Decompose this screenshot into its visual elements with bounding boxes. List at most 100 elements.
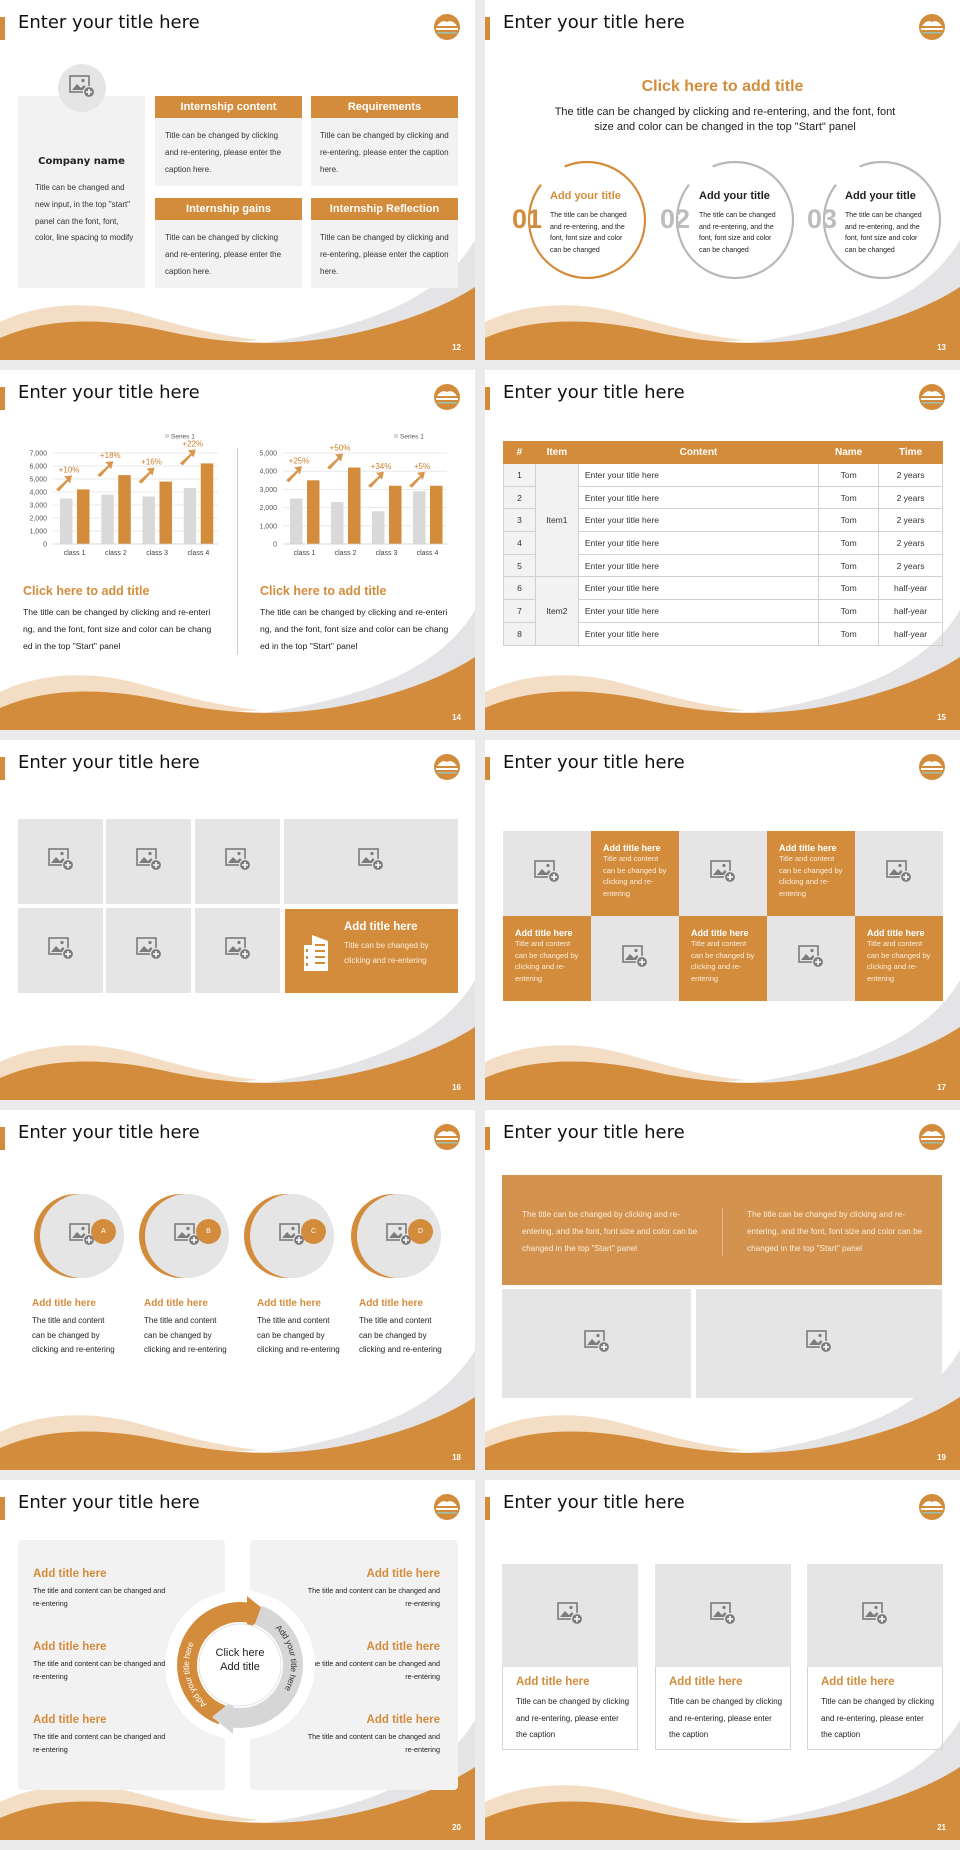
image-placeholder[interactable] [591, 916, 679, 1001]
table-row: 5 Enter your title here Tom 2 years [503, 553, 943, 578]
image-add-icon [279, 1222, 306, 1251]
row-number: 5 [503, 553, 536, 578]
slide-14[interactable]: 0 1,000 2,000 3,000 4,000 5,000 6,000 7,000 Seri… [0, 370, 475, 730]
step-body: The title can be changed and re-entering… [550, 212, 627, 254]
image-placeholder[interactable] [503, 831, 591, 916]
slide-title[interactable]: Enter your title here [18, 1122, 200, 1143]
image-placeholder[interactable] [502, 1564, 638, 1667]
item-body: The title and content can be changed by … [32, 1316, 115, 1354]
bar-series-2 [307, 480, 320, 544]
table-row: 7 Enter your title here Tom half-year [503, 599, 943, 623]
badge: A [91, 1219, 116, 1244]
image-placeholder[interactable] [18, 908, 103, 993]
slide-21[interactable]: Add title here Title can be changed by cl… [485, 1480, 960, 1840]
badge: B [196, 1219, 221, 1244]
slide-15[interactable]: # Item Content Name Time 1 Item1 Enter you… [485, 370, 960, 730]
content-cell[interactable]: Enter your title here [577, 485, 820, 510]
slide-12[interactable]: Company name Title can be changed and ne… [0, 0, 475, 360]
image-placeholder[interactable] [284, 819, 458, 904]
image-placeholder[interactable] [106, 908, 191, 993]
title-accent-bar [0, 387, 5, 410]
growth-label: +16% [141, 458, 162, 467]
card-body: Title can be changed by clicking and re-… [669, 1697, 783, 1739]
image-placeholder[interactable] [106, 819, 191, 904]
title-accent-bar [485, 1127, 490, 1150]
x-tick-label: class 3 [146, 550, 168, 557]
y-tick-label: 2,000 [29, 516, 47, 523]
content-cell[interactable]: Enter your title here [577, 531, 820, 555]
arrow-icon [368, 471, 384, 488]
ring-3 [822, 160, 942, 280]
wave-decoration [485, 1350, 960, 1470]
image-add-icon [806, 1329, 833, 1358]
slide-title[interactable]: Enter your title here [18, 12, 200, 33]
content-cell[interactable]: Enter your title here [577, 599, 820, 623]
image-placeholder[interactable] [855, 831, 943, 916]
company-image-placeholder[interactable] [58, 64, 106, 112]
image-add-icon [798, 944, 825, 973]
card-body: Title can be changed by clicking and re-… [516, 1697, 630, 1739]
page-number: 18 [452, 1453, 461, 1462]
slide-title[interactable]: Enter your title here [18, 1492, 200, 1513]
box-body: Title can be changed by clicking and re-… [155, 118, 302, 186]
slide-title[interactable]: Enter your title here [503, 12, 685, 33]
slide-title[interactable]: Enter your title here [503, 752, 685, 773]
slide-13[interactable]: Click here to add title The title can be… [485, 0, 960, 360]
slide-20[interactable]: Add title here The title and content can … [0, 1480, 475, 1840]
y-tick-label: 1,000 [259, 523, 277, 530]
image-placeholder[interactable] [195, 908, 280, 993]
content-cell[interactable]: Enter your title here [577, 576, 820, 601]
tile-title: Add title here [867, 928, 925, 938]
row-number: 7 [503, 599, 536, 623]
image-placeholder[interactable] [767, 916, 855, 1001]
caption-box [502, 1667, 638, 1750]
growth-label: +50% [330, 444, 351, 453]
image-placeholder[interactable] [195, 819, 280, 904]
section-heading: Click here to add title [641, 78, 804, 95]
slide-18[interactable]: A Add title here The title and content can… [0, 1110, 475, 1470]
page-number: 16 [452, 1083, 461, 1092]
tile-title: Add title here [603, 843, 661, 853]
name-cell: Tom [818, 463, 880, 487]
image-add-icon [69, 1222, 96, 1251]
bar-series-2 [77, 489, 90, 544]
image-add-icon [622, 944, 649, 973]
slide-title[interactable]: Enter your title here [503, 1492, 685, 1513]
bar-series-2 [118, 475, 131, 544]
image-add-icon [862, 1601, 889, 1630]
slide-title[interactable]: Enter your title here [18, 752, 200, 773]
item-title: Add title here [359, 1298, 423, 1309]
center-label[interactable]: Click here Add title [215, 1647, 265, 1673]
slide-17[interactable]: Add title here Title and content can be c… [485, 740, 960, 1100]
title-accent-bar [0, 757, 5, 780]
slide-title[interactable]: Enter your title here [503, 1122, 685, 1143]
content-cell[interactable]: Enter your title here [577, 621, 820, 646]
image-placeholder[interactable] [18, 819, 103, 904]
image-placeholder[interactable] [655, 1564, 791, 1667]
slide-title[interactable]: Enter your title here [503, 382, 685, 403]
image-placeholder[interactable] [696, 1289, 942, 1398]
slide-19[interactable]: The title can be changed by clicking and… [485, 1110, 960, 1470]
slide-title[interactable]: Enter your title here [18, 382, 200, 403]
feature-card: Add title here Title can be changed by c… [285, 909, 458, 993]
y-tick-label: 5,000 [259, 451, 277, 458]
row-number: 1 [503, 463, 536, 487]
image-placeholder[interactable] [502, 1289, 691, 1398]
content-cell[interactable]: Enter your title here [577, 553, 820, 578]
slide-16[interactable]: Add title here Title can be changed by c… [0, 740, 475, 1100]
growth-label: +22% [182, 439, 203, 448]
image-placeholder[interactable] [679, 831, 767, 916]
time-cell: 2 years [878, 463, 943, 487]
wave-decoration [0, 980, 475, 1100]
caption-box [655, 1667, 791, 1750]
item-title: Add title here [366, 1568, 440, 1580]
item-title: Add title here [257, 1298, 321, 1309]
image-add-icon [358, 847, 385, 876]
x-tick-label: class 2 [105, 550, 127, 557]
text-tile: Add title here Title and content can be c… [855, 916, 943, 1001]
image-placeholder[interactable] [807, 1564, 943, 1667]
content-cell[interactable]: Enter your title here [577, 463, 820, 487]
center-circle [198, 1623, 282, 1707]
logo-icon [919, 14, 945, 40]
content-cell[interactable]: Enter your title here [577, 508, 820, 533]
